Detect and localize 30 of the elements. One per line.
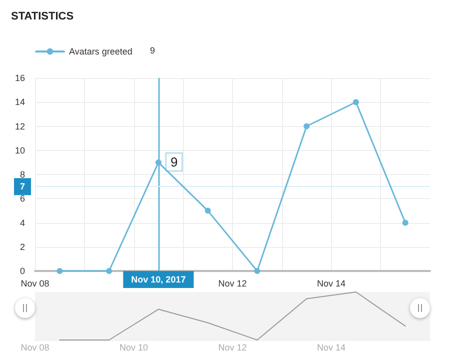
- point: [204, 208, 211, 214]
- y-tick-label: 6: [20, 194, 25, 204]
- y-tick-label: 4: [20, 218, 25, 228]
- ref-line-label: Nov 10, 2017: [131, 274, 186, 284]
- point: [254, 268, 260, 274]
- point: [155, 159, 162, 166]
- ref-line-label: 7: [20, 182, 25, 192]
- x-tick-label: Nov 08: [20, 278, 50, 288]
- point: [106, 268, 112, 274]
- y-tick-label: 10: [14, 145, 25, 156]
- x-tick-label: Nov 10: [119, 342, 148, 352]
- legend-label: Avatars greeted: [69, 46, 132, 56]
- y-tick-label: 12: [14, 121, 25, 132]
- x-tick-label: Nov 12: [218, 278, 247, 288]
- annotation: 9: [170, 154, 178, 170]
- x-tick-label: Nov 12: [218, 342, 247, 352]
- y-tick-label: 14: [14, 97, 25, 108]
- x-tick-label: Nov 14: [316, 342, 346, 352]
- y-tick-label: 16: [14, 73, 25, 83]
- text: 9: [150, 46, 156, 56]
- y-tick-label: 0: [20, 266, 25, 276]
- y-tick-label: 2: [20, 242, 25, 252]
- x-tick-label: Nov 14: [316, 278, 346, 288]
- y-tick-label: 8: [20, 170, 25, 180]
- x-tick-label: Nov 08: [20, 342, 50, 352]
- point: [304, 123, 310, 130]
- chart-title: STATISTICS: [11, 10, 74, 22]
- point: [352, 99, 359, 106]
- point: [402, 220, 408, 226]
- point: [56, 268, 63, 274]
